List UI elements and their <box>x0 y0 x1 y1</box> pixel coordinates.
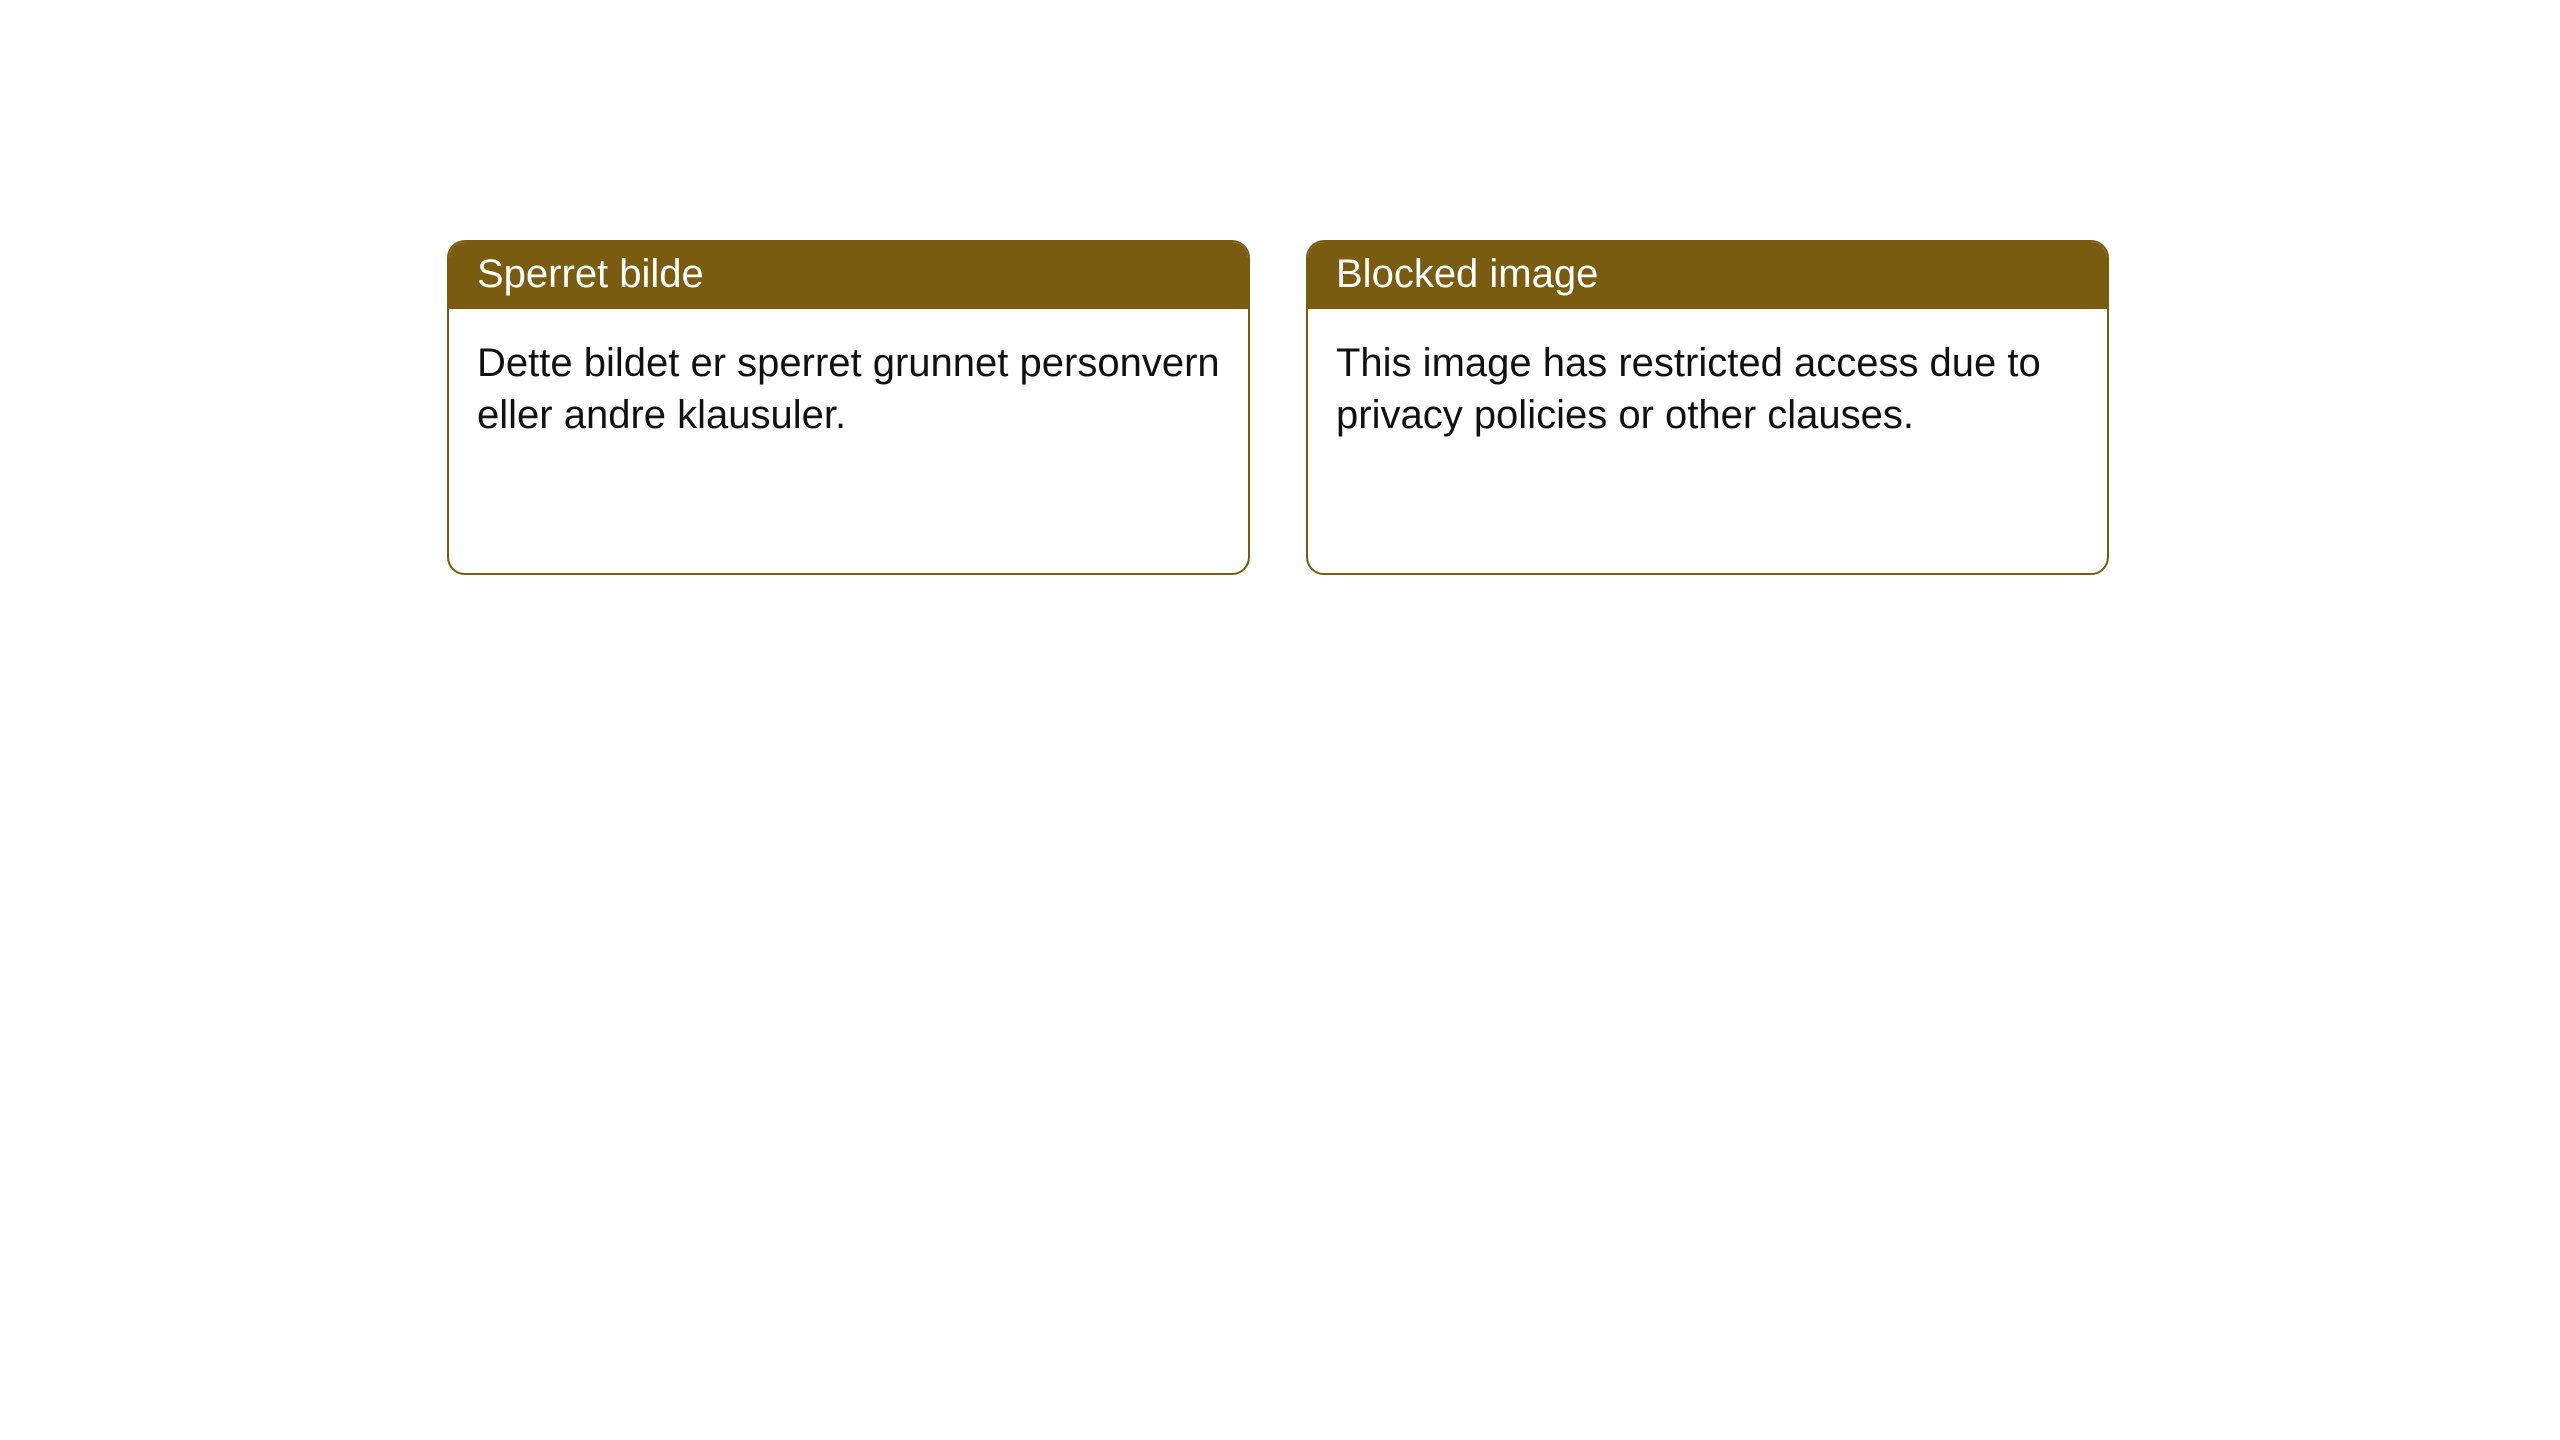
notice-header-norwegian: Sperret bilde <box>449 242 1248 309</box>
notice-body-english: This image has restricted access due to … <box>1308 309 2107 469</box>
notice-card-english: Blocked image This image has restricted … <box>1306 240 2109 575</box>
notice-body-norwegian: Dette bildet er sperret grunnet personve… <box>449 309 1248 469</box>
notice-header-english: Blocked image <box>1308 242 2107 309</box>
notice-card-norwegian: Sperret bilde Dette bildet er sperret gr… <box>447 240 1250 575</box>
notice-container: Sperret bilde Dette bildet er sperret gr… <box>0 0 2560 575</box>
